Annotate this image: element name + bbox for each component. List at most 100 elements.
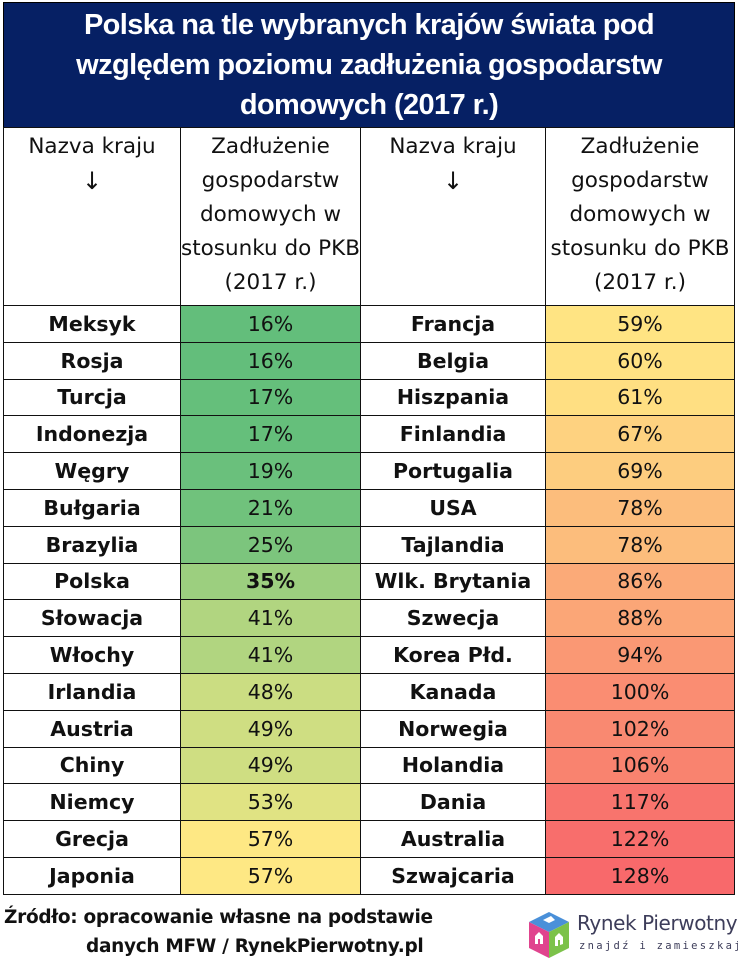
header-debt-label: Zadłużenie gospodarstw domowych w stosun… <box>550 134 730 295</box>
country-name-left: Brazylia <box>3 525 181 564</box>
header-row: Nazva kraju ↓ Zadłużenie gospodarstw dom… <box>3 127 735 306</box>
country-name-left: Chiny <box>3 746 181 785</box>
table-row: Japonia 57% Szwajcaria 128% <box>3 856 735 895</box>
country-name-right: Szwajcaria <box>360 856 546 895</box>
table-row: Turcja 17% Hiszpania 61% <box>3 378 735 417</box>
debt-value-right: 88% <box>545 599 735 638</box>
debt-value-right: 60% <box>545 341 735 380</box>
country-name-right: USA <box>360 488 546 527</box>
table-row: Rosja 16% Belgia 60% <box>3 341 735 380</box>
debt-value-left: 25% <box>180 525 361 564</box>
chart-title: Polska na tle wybranych krajów świata po… <box>3 2 735 128</box>
logo-tagline: znajdź i zamieszkaj <box>579 940 738 952</box>
country-name-left: Węgry <box>3 452 181 490</box>
debt-value-left: 19% <box>180 452 361 490</box>
debt-value-right: 69% <box>545 452 735 490</box>
arrow-down-icon: ↓ <box>81 167 103 195</box>
table-row: Meksyk 16% Francja 59% <box>3 305 735 343</box>
debt-value-left: 49% <box>180 746 361 785</box>
debt-value-left: 57% <box>180 820 361 858</box>
debt-value-left: 41% <box>180 599 361 638</box>
table-row: Chiny 49% Holandia 106% <box>3 746 735 785</box>
debt-value-right: 106% <box>545 746 735 785</box>
debt-value-right: 122% <box>545 820 735 858</box>
debt-value-right: 94% <box>545 636 735 674</box>
table-row: Indonezja 17% Finlandia 67% <box>3 415 735 454</box>
table-row: Słowacja 41% Szwecja 88% <box>3 599 735 638</box>
country-name-left: Japonia <box>3 856 181 895</box>
country-name-right: Norwegia <box>360 709 546 748</box>
table-row: Grecja 57% Australia 122% <box>3 820 735 858</box>
debt-value-right: 59% <box>545 305 735 343</box>
debt-value-left: 53% <box>180 783 361 822</box>
cube-house-icon <box>529 912 569 958</box>
table-row: Niemcy 53% Dania 117% <box>3 783 735 822</box>
country-name-left: Polska <box>3 562 181 601</box>
debt-value-right: 100% <box>545 672 735 711</box>
source-line-2: danych MFW / RynekPierwotny.pl <box>86 936 424 957</box>
source-note: Źródło: opracowanie własne na podstawie … <box>4 903 524 961</box>
debt-value-right: 102% <box>545 709 735 748</box>
header-country-label: Nazva kraju <box>28 134 156 159</box>
debt-value-right: 61% <box>545 378 735 417</box>
country-name-right: Hiszpania <box>360 378 546 417</box>
debt-value-right: 117% <box>545 783 735 822</box>
debt-value-left: 16% <box>180 341 361 380</box>
header-debt-right: Zadłużenie gospodarstw domowych w stosun… <box>545 127 735 306</box>
country-name-right: Kanada <box>360 672 546 711</box>
debt-value-left: 17% <box>180 415 361 454</box>
country-name-right: Francja <box>360 305 546 343</box>
country-name-right: Australia <box>360 820 546 858</box>
country-name-right: Holandia <box>360 746 546 785</box>
debt-value-right: 78% <box>545 525 735 564</box>
country-name-left: Turcja <box>3 378 181 417</box>
country-name-right: Finlandia <box>360 415 546 454</box>
header-country-right: Nazva kraju ↓ <box>360 127 546 306</box>
debt-value-left: 16% <box>180 305 361 343</box>
header-debt-left: Zadłużenie gospodarstw domowych w stosun… <box>180 127 361 306</box>
header-country-label: Nazva kraju <box>389 134 517 159</box>
logo-brand: Rynek Pierwotny <box>577 911 738 935</box>
table-row: Włochy 41% Korea Płd. 94% <box>3 636 735 674</box>
country-name-right: Tajlandia <box>360 525 546 564</box>
table-row: Węgry 19% Portugalia 69% <box>3 452 735 490</box>
debt-value-right: 128% <box>545 856 735 895</box>
debt-value-left: 21% <box>180 488 361 527</box>
rynek-pierwotny-logo: Rynek Pierwotny znajdź i zamieszkaj <box>525 910 738 962</box>
debt-value-left: 35% <box>180 562 361 601</box>
country-name-left: Rosja <box>3 341 181 380</box>
debt-value-left: 57% <box>180 856 361 895</box>
country-name-left: Niemcy <box>3 783 181 822</box>
country-name-left: Meksyk <box>3 305 181 343</box>
arrow-down-icon: ↓ <box>442 167 464 195</box>
debt-value-right: 67% <box>545 415 735 454</box>
table-body: Meksyk 16% Francja 59% Rosja 16% Belgia 60% Turc… <box>3 305 735 895</box>
country-name-left: Austria <box>3 709 181 748</box>
country-name-left: Włochy <box>3 636 181 674</box>
debt-value-left: 17% <box>180 378 361 417</box>
country-name-left: Indonezja <box>3 415 181 454</box>
country-name-right: Dania <box>360 783 546 822</box>
country-name-right: Korea Płd. <box>360 636 546 674</box>
country-name-right: Szwecja <box>360 599 546 638</box>
country-name-right: Portugalia <box>360 452 546 490</box>
chart-title-text: Polska na tle wybranych krajów świata po… <box>76 9 662 121</box>
debt-value-left: 49% <box>180 709 361 748</box>
header-country-left: Nazva kraju ↓ <box>3 127 181 306</box>
source-line-1: Źródło: opracowanie własne na podstawie <box>4 907 433 928</box>
country-name-left: Bułgaria <box>3 488 181 527</box>
country-name-left: Słowacja <box>3 599 181 638</box>
debt-table: Nazva kraju ↓ Zadłużenie gospodarstw dom… <box>3 127 735 895</box>
country-name-right: Wlk. Brytania <box>360 562 546 601</box>
table-row: Bułgaria 21% USA 78% <box>3 488 735 527</box>
country-name-left: Grecja <box>3 820 181 858</box>
table-row: Polska 35% Wlk. Brytania 86% <box>3 562 735 601</box>
country-name-right: Belgia <box>360 341 546 380</box>
debt-value-right: 78% <box>545 488 735 527</box>
debt-value-left: 41% <box>180 636 361 674</box>
country-name-left: Irlandia <box>3 672 181 711</box>
debt-value-right: 86% <box>545 562 735 601</box>
table-row: Irlandia 48% Kanada 100% <box>3 672 735 711</box>
table-row: Brazylia 25% Tajlandia 78% <box>3 525 735 564</box>
table-row: Austria 49% Norwegia 102% <box>3 709 735 748</box>
